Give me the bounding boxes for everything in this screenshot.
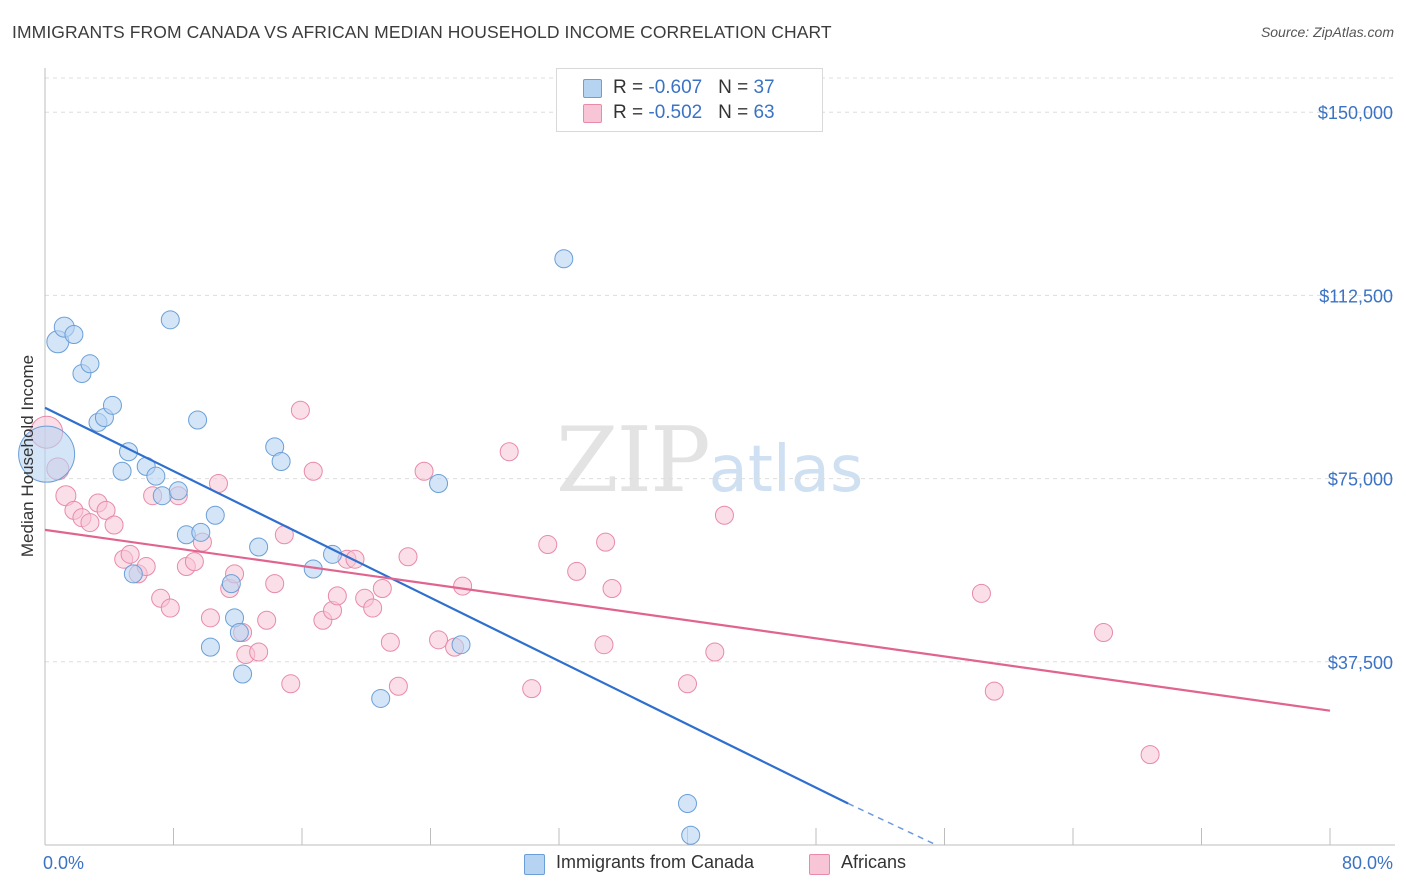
legend-text-africans: R = -0.502 N = 63 xyxy=(613,102,775,123)
legend-text-canada: R = -0.607 N = 37 xyxy=(613,77,775,98)
africans-point xyxy=(1094,622,1114,642)
africans-point xyxy=(414,461,434,481)
chart-title: IMMIGRANTS FROM CANADA VS AFRICAN MEDIAN… xyxy=(12,22,832,42)
africans-point xyxy=(453,576,473,596)
africans-point xyxy=(249,642,269,662)
canada-point xyxy=(18,425,76,483)
canada-point xyxy=(451,635,471,655)
canada-point xyxy=(371,688,391,708)
canada-points xyxy=(18,249,701,845)
canada-point xyxy=(80,354,100,374)
y-tick-label: $150,000 xyxy=(1318,103,1393,123)
africans-point xyxy=(522,679,542,699)
africans-point xyxy=(1140,745,1160,765)
canada-point xyxy=(160,310,180,330)
y-tick-label: $112,500 xyxy=(1319,286,1393,306)
y-tick-label: $37,500 xyxy=(1328,653,1393,673)
canada-point xyxy=(249,537,269,557)
trend-lines xyxy=(44,406,1331,846)
africans-point xyxy=(281,674,301,694)
africans-point xyxy=(327,586,347,606)
africans-point xyxy=(538,535,558,555)
x-tick-labels: 0.0% 80.0% xyxy=(43,853,1393,873)
legend-label-africans: Africans xyxy=(841,852,907,872)
canada-point xyxy=(205,505,225,525)
canada-point xyxy=(200,637,220,657)
x-tick-label: 0.0% xyxy=(43,853,84,873)
canada-point xyxy=(429,473,449,493)
africans-point xyxy=(596,532,616,552)
africans-point xyxy=(678,674,697,694)
africans-point xyxy=(372,579,392,599)
africans-point xyxy=(290,400,310,420)
canada-point xyxy=(229,622,249,642)
canada-point xyxy=(678,793,697,813)
canada-trend-extension xyxy=(847,802,937,846)
legend-swatch-africans-bottom xyxy=(809,854,830,875)
africans-point xyxy=(388,676,408,696)
africans-point xyxy=(257,610,277,630)
x-tick-label: 80.0% xyxy=(1342,853,1393,873)
watermark: ZIPatlas xyxy=(556,408,863,513)
africans-point xyxy=(429,630,449,650)
africans-point xyxy=(184,552,204,572)
legend-label-canada: Immigrants from Canada xyxy=(556,852,755,872)
africans-point xyxy=(705,642,725,662)
africans-point xyxy=(120,544,140,564)
africans-point xyxy=(303,461,323,481)
africans-point xyxy=(714,505,734,525)
canada-point xyxy=(168,481,188,501)
africans-point xyxy=(363,598,383,618)
legend-swatch-canada-bottom xyxy=(524,854,545,875)
africans-point xyxy=(602,579,622,599)
canada-point xyxy=(64,324,84,344)
africans-point xyxy=(345,549,365,569)
canada-point xyxy=(112,461,132,481)
watermark-atlas: atlas xyxy=(708,433,864,507)
y-tick-labels: $37,500 $75,000 $112,500 $150,000 xyxy=(1318,103,1393,673)
canada-point xyxy=(554,249,574,269)
africans-point xyxy=(104,515,124,535)
canada-point xyxy=(191,522,211,542)
y-tick-label: $75,000 xyxy=(1328,470,1393,490)
africans-points xyxy=(30,400,1160,765)
canada-trend-line xyxy=(44,406,849,805)
canada-point xyxy=(271,452,291,471)
gridlines xyxy=(45,77,1395,663)
canada-point xyxy=(681,825,701,845)
canada-point xyxy=(146,466,166,486)
legend-swatch-canada xyxy=(583,79,602,98)
africans-trend-line xyxy=(44,528,1331,712)
canada-point xyxy=(188,410,208,430)
canada-point xyxy=(233,664,253,684)
axes xyxy=(44,68,1395,846)
africans-point xyxy=(594,635,614,655)
y-axis-label: Median Household Income xyxy=(18,354,37,558)
africans-point xyxy=(567,561,587,581)
series-legend: Immigrants from Canada Africans xyxy=(0,852,1406,878)
africans-point xyxy=(96,500,116,520)
africans-point xyxy=(398,547,418,567)
africans-point xyxy=(160,598,180,618)
legend-swatch-africans xyxy=(583,104,602,123)
canada-point xyxy=(152,486,172,506)
canada-point xyxy=(221,574,241,594)
africans-point xyxy=(380,632,400,652)
africans-point xyxy=(499,442,519,462)
africans-point xyxy=(80,513,100,533)
correlation-legend: R = -0.607 N = 37 R = -0.502 N = 63 xyxy=(556,68,823,132)
africans-point xyxy=(971,583,991,603)
source-credit: Source: ZipAtlas.com xyxy=(1260,24,1394,40)
canada-point xyxy=(123,564,143,584)
watermark-zip: ZIP xyxy=(556,408,711,513)
africans-point xyxy=(984,681,1004,701)
africans-point xyxy=(200,608,220,628)
africans-point xyxy=(265,574,285,594)
canada-point xyxy=(323,544,343,564)
canada-point xyxy=(102,395,122,415)
